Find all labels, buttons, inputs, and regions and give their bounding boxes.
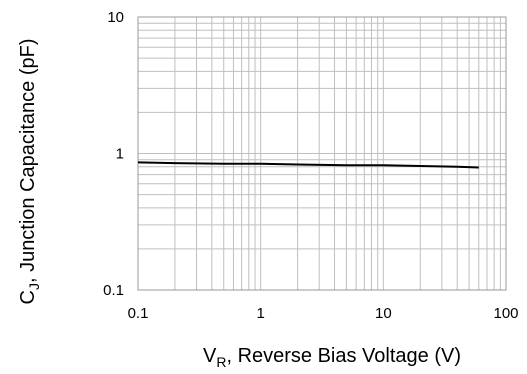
x-tick-labels: 0.1 1 10 100	[128, 305, 519, 322]
y-axis-label: CJ, Junction Capacitance (pF)	[17, 38, 42, 304]
x-tick-label: 1	[256, 305, 264, 322]
y-axis-label-main: C	[17, 290, 39, 304]
y-tick-label: 0.1	[103, 282, 124, 299]
capacitance-curve	[137, 161, 479, 169]
x-tick-label: 0.1	[128, 305, 149, 322]
y-tick-labels: 0.1 1 10	[103, 9, 124, 299]
y-axis-label-rest: , Junction Capacitance (pF)	[17, 38, 39, 283]
plot-frame	[137, 16, 507, 291]
y-tick-label: 1	[116, 146, 124, 163]
x-axis-label-rest: , Reverse Bias Voltage (V)	[226, 345, 461, 367]
x-axis-label-main: V	[203, 345, 217, 367]
y-axis-label-subscript: J	[26, 283, 42, 290]
grid-lines	[138, 17, 506, 290]
x-axis-label-subscript: R	[216, 354, 226, 370]
y-tick-label: 10	[107, 9, 124, 26]
series-layer	[137, 161, 479, 169]
x-axis-label: VR, Reverse Bias Voltage (V)	[203, 345, 461, 370]
x-tick-label: 10	[375, 305, 392, 322]
x-tick-label: 100	[493, 305, 518, 322]
